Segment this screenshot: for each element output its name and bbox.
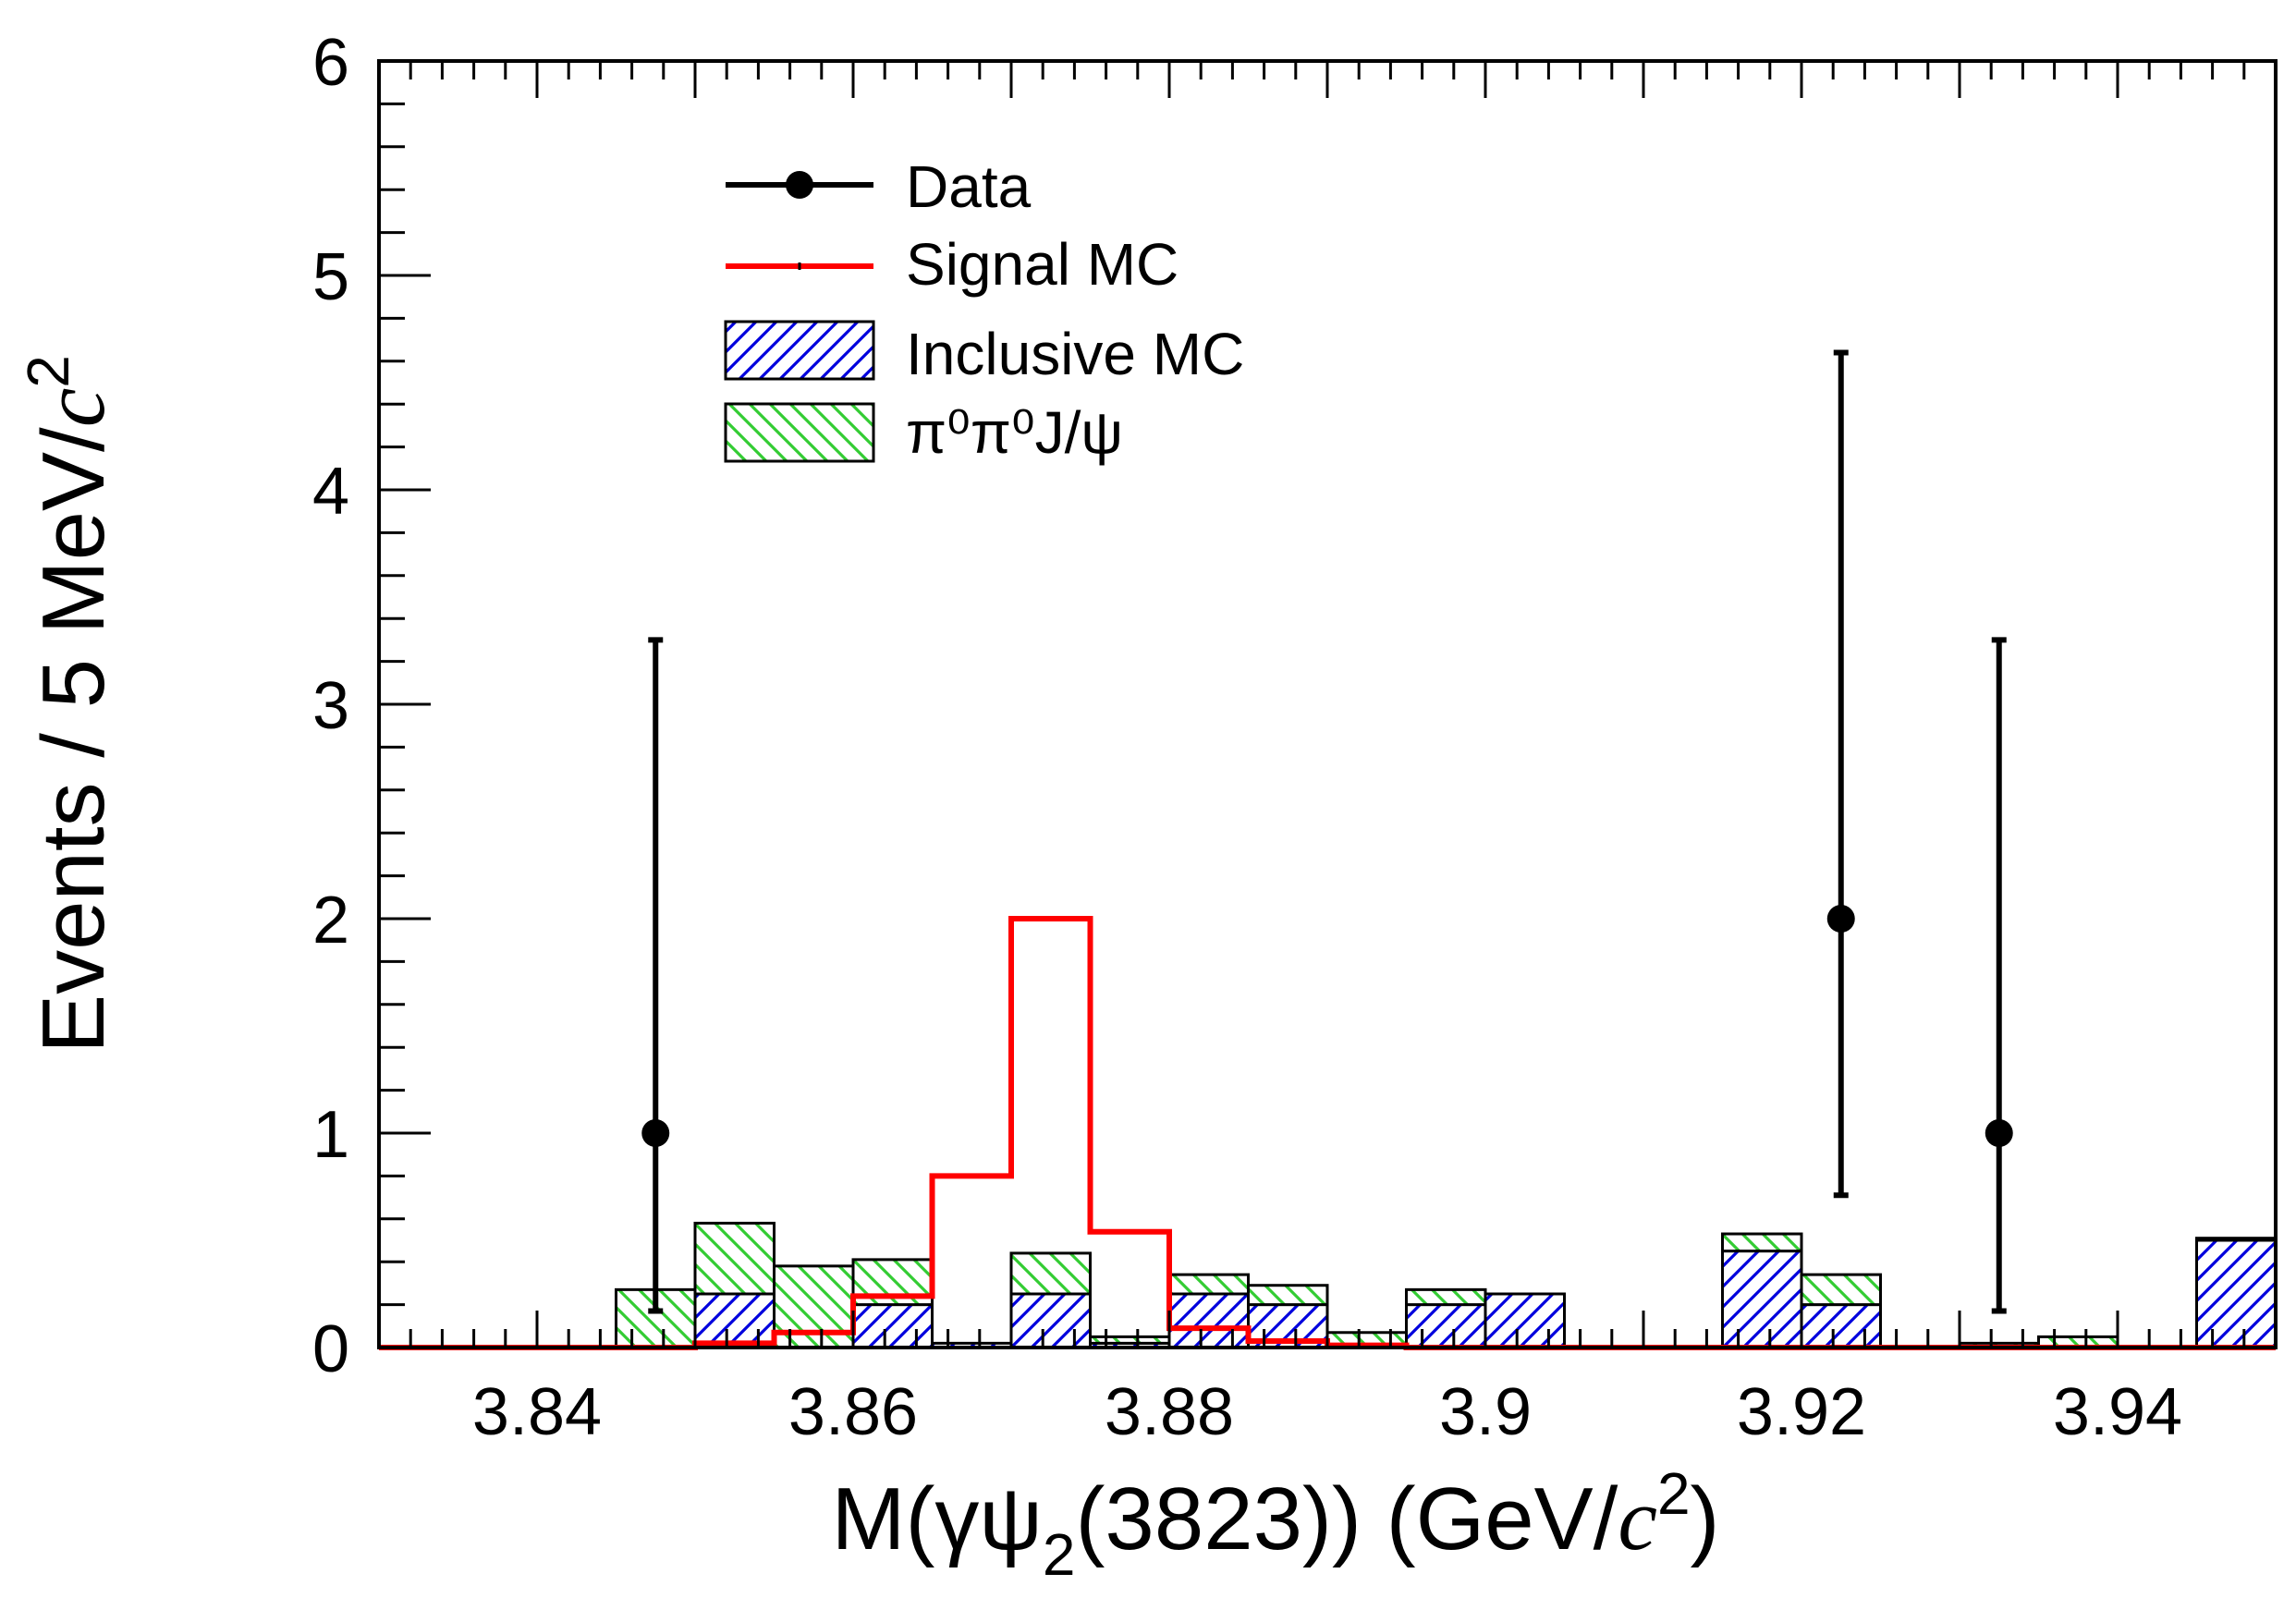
y-tick-label: 4 xyxy=(312,455,349,529)
x-tick-label: 3.86 xyxy=(788,1375,918,1449)
axes-layer: 3.84 3.86 3.88 3.9 3.92 3.94 0 1 2 3 4 5 6 xyxy=(312,26,2278,1449)
legend-label-pi0pi0jpsi: π⁰π⁰J/ψ xyxy=(906,399,1123,466)
y-tick-label: 2 xyxy=(312,884,349,957)
data-point xyxy=(1985,1119,2013,1147)
inclusive-mc-bin xyxy=(851,1303,934,1349)
x-tick-label: 3.9 xyxy=(1439,1375,1532,1449)
y-tick-label: 6 xyxy=(312,26,349,100)
pi0pi0jpsi-bin xyxy=(1167,1273,1250,1296)
inclusive-mc-bin xyxy=(1405,1303,1487,1349)
data-point xyxy=(1826,905,1855,933)
inclusive-mc-bin xyxy=(1484,1292,1566,1349)
y-tick-label: 3 xyxy=(312,669,349,743)
inclusive-mc-bin xyxy=(1009,1292,1092,1349)
y-tick-label: 1 xyxy=(312,1098,349,1172)
pi0pi0jpsi-bin xyxy=(693,1221,776,1296)
histogram-layer xyxy=(615,1221,2278,1349)
pi0pi0jpsi-bin xyxy=(2195,1237,2278,1242)
legend-blue-hatch-box xyxy=(724,320,875,381)
legend: Data Signal MC Inclusive MC π⁰π⁰J/ψ xyxy=(724,153,1244,466)
pi0pi0jpsi-bin xyxy=(1721,1232,1803,1253)
pi0pi0jpsi-bin xyxy=(773,1264,855,1349)
y-tick-label: 0 xyxy=(312,1312,349,1386)
legend-label-inclusive-mc: Inclusive MC xyxy=(906,321,1244,387)
inclusive-mc-bin xyxy=(693,1292,776,1349)
legend-green-hatch-box xyxy=(724,402,875,463)
pi0pi0jpsi-bin xyxy=(1800,1273,1882,1307)
pi0pi0jpsi-bin xyxy=(1089,1335,1171,1345)
pi0pi0jpsi-bin xyxy=(1405,1287,1487,1307)
pi0pi0jpsi-bin xyxy=(1247,1284,1329,1307)
inclusive-mc-bin xyxy=(1800,1303,1882,1349)
pi0pi0jpsi-bin xyxy=(1009,1251,1092,1296)
legend-entry-inclusive-mc: Inclusive MC xyxy=(724,320,1244,387)
legend-entry-data: Data xyxy=(726,153,1032,220)
legend-entry-pi0pi0jpsi: π⁰π⁰J/ψ xyxy=(724,399,1123,466)
y-axis-title: Events / 5 MeV/c2 xyxy=(15,355,123,1054)
legend-label-data: Data xyxy=(906,153,1032,220)
legend-data-marker xyxy=(786,171,813,199)
data-points-layer xyxy=(641,349,2013,1314)
inclusive-mc-bin xyxy=(1721,1250,1803,1349)
x-tick-label: 3.88 xyxy=(1105,1375,1234,1449)
legend-entry-signal-mc: Signal MC xyxy=(726,231,1179,298)
inclusive-mc-bin xyxy=(1167,1292,1250,1349)
x-tick-label: 3.94 xyxy=(2053,1375,2182,1449)
y-tick-label: 5 xyxy=(312,240,349,314)
data-point xyxy=(641,1119,670,1147)
x-tick-label: 3.84 xyxy=(472,1375,602,1449)
plot-frame xyxy=(377,59,2278,1349)
x-tick-label: 3.92 xyxy=(1737,1375,1866,1449)
legend-label-signal-mc: Signal MC xyxy=(906,231,1179,298)
inclusive-mc-bin xyxy=(2195,1238,2278,1349)
x-axis-title: M(γψ2(3823)) (GeV/c2) xyxy=(831,1460,1719,1588)
